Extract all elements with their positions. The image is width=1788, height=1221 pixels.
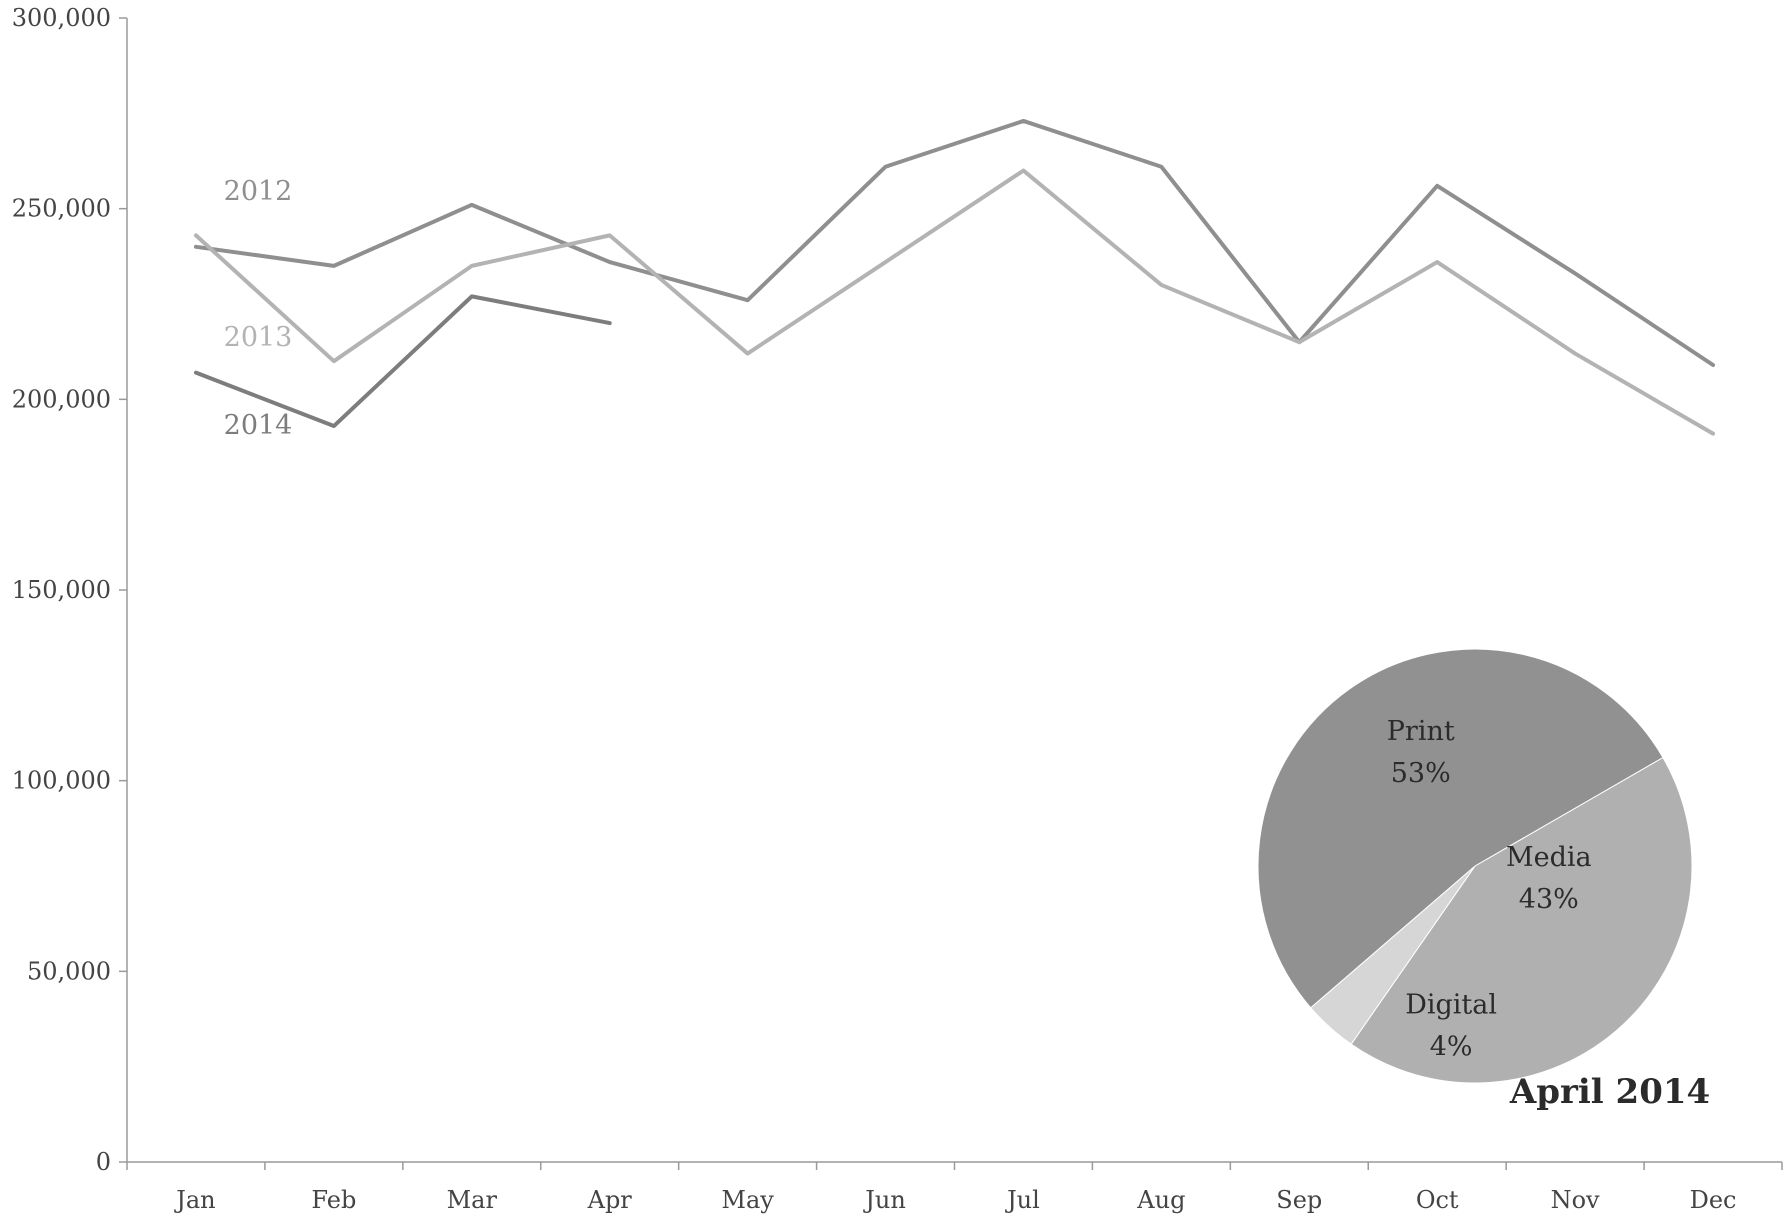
x-tick-label-sep: Sep: [1276, 1186, 1322, 1214]
series-label-2014: 2014: [224, 410, 293, 441]
pie-label-digital: Digital: [1405, 990, 1497, 1021]
x-tick-label-may: May: [721, 1186, 774, 1214]
series-line-2012: [196, 121, 1713, 365]
x-tick-label-feb: Feb: [311, 1186, 356, 1214]
x-tick-label-dec: Dec: [1690, 1186, 1737, 1214]
pie-chart: Print 53% Media 43% Digital 4% April 2014: [1258, 649, 1710, 1112]
pie-value-print: 53%: [1391, 758, 1451, 789]
y-tick-label: 200,000: [12, 385, 111, 413]
y-tick-label: 250,000: [12, 195, 111, 223]
x-tick-label-aug: Aug: [1136, 1186, 1185, 1214]
y-tick-label: 50,000: [27, 957, 111, 985]
y-tick-label: 150,000: [12, 576, 111, 604]
y-tick-label: 100,000: [12, 767, 111, 795]
series-label-2012: 2012: [224, 176, 293, 207]
pie-label-print: Print: [1387, 716, 1455, 747]
pie-value-media: 43%: [1519, 884, 1579, 915]
line-chart: [196, 121, 1713, 434]
x-tick-label-jun: Jun: [862, 1186, 906, 1214]
pie-label-media: Media: [1506, 842, 1592, 873]
x-tick-label-jul: Jul: [1004, 1186, 1040, 1214]
x-tick-label-mar: Mar: [447, 1186, 498, 1214]
x-tick-label-oct: Oct: [1416, 1186, 1459, 1214]
chart-labels: 2012 2013 2014: [224, 176, 293, 441]
x-tick-label-jan: Jan: [173, 1186, 215, 1214]
series-line-2013: [196, 171, 1713, 434]
x-tick-label-nov: Nov: [1551, 1186, 1600, 1214]
y-tick-label: 300,000: [12, 4, 111, 32]
x-tick-label-apr: Apr: [587, 1186, 633, 1214]
pie-title: April 2014: [1509, 1072, 1710, 1112]
series-label-2013: 2013: [224, 322, 293, 353]
y-tick-label: 0: [96, 1148, 111, 1176]
pie-value-digital: 4%: [1430, 1032, 1473, 1063]
